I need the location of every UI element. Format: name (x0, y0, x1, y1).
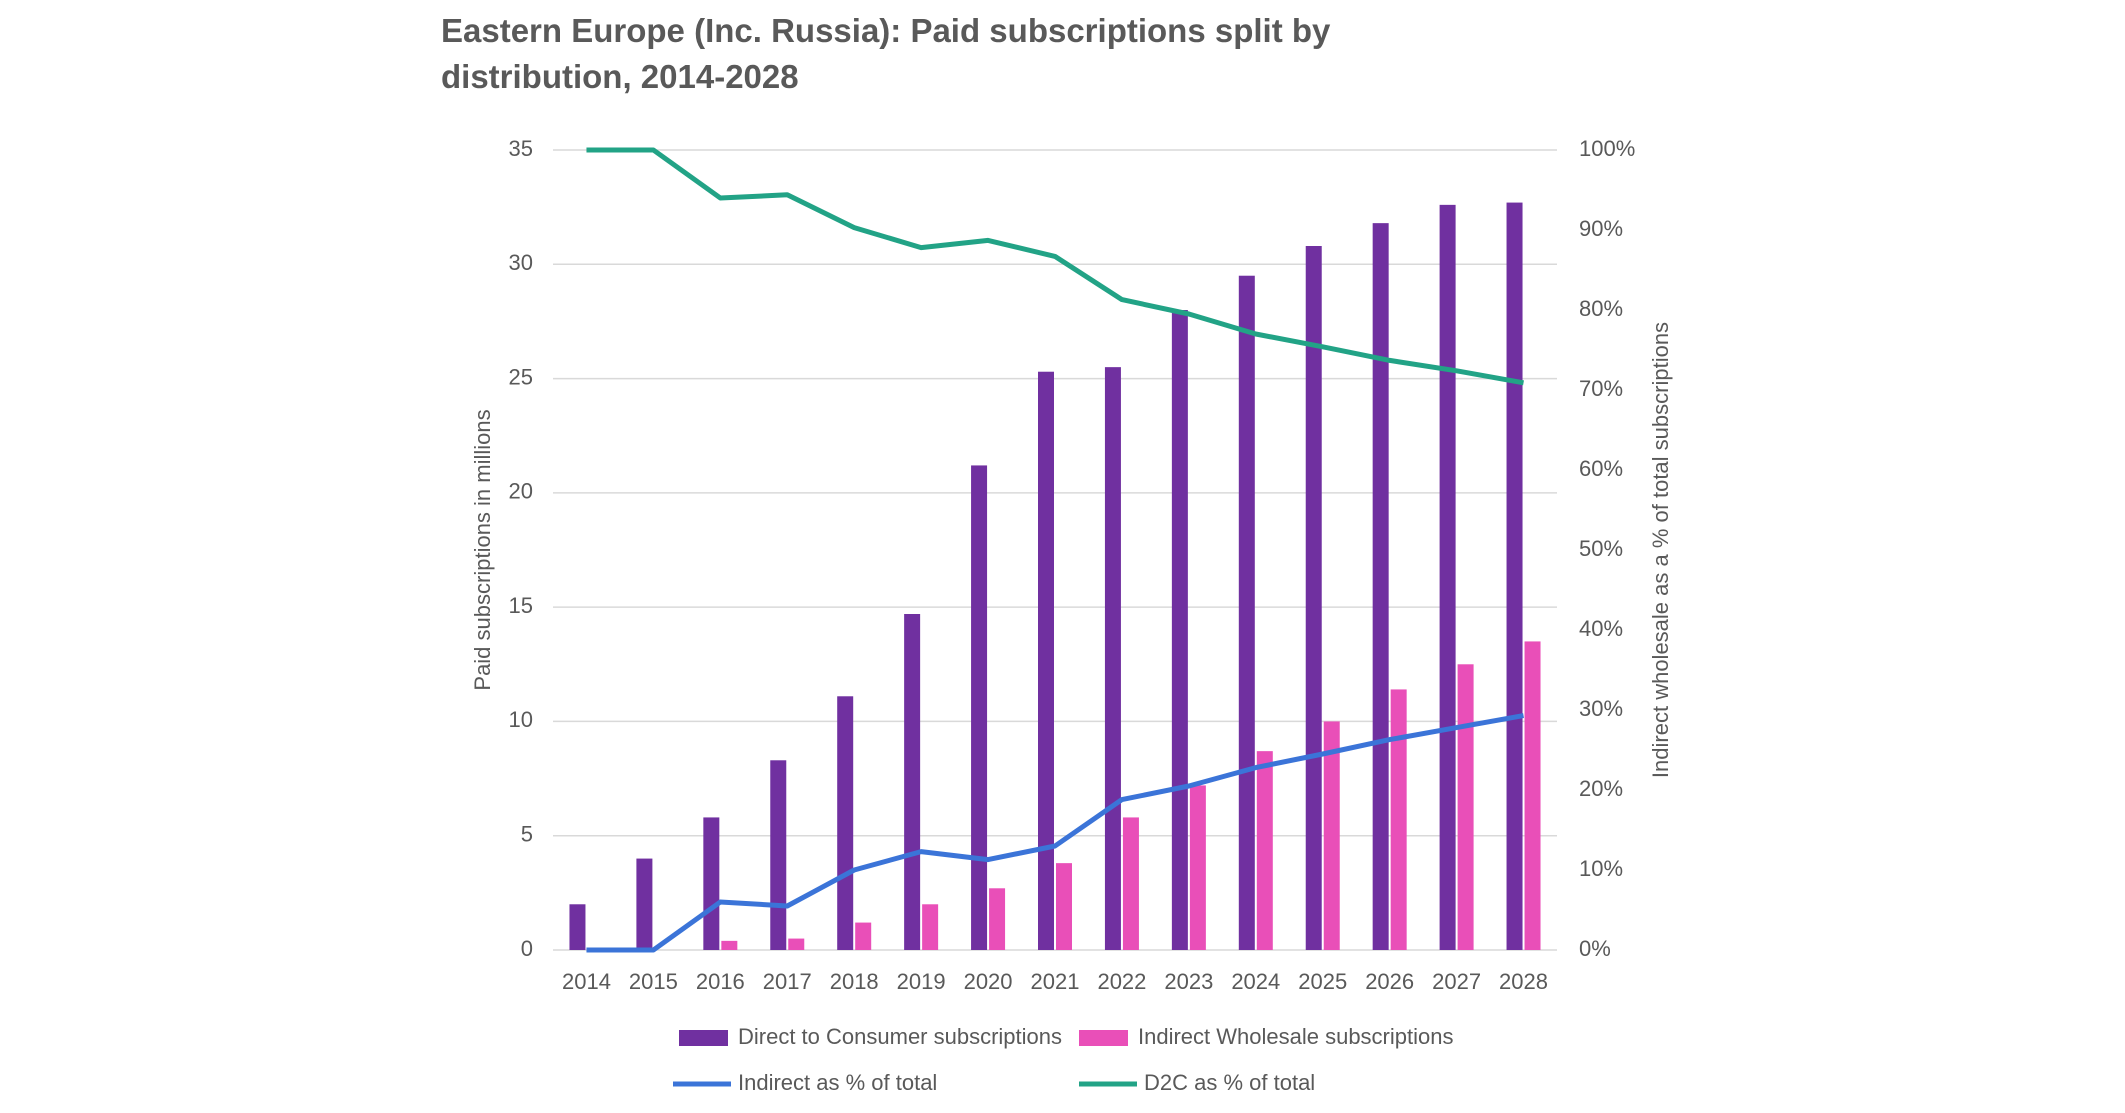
bar (1038, 371, 1054, 950)
bar (1323, 721, 1340, 950)
legend-label: Indirect as % of total (738, 1070, 937, 1095)
bar (1238, 275, 1255, 950)
x-tick-label: 2021 (1031, 969, 1080, 994)
y-tick-label: 20 (509, 479, 533, 504)
bar (922, 904, 939, 950)
y-tick-label: 15 (509, 593, 533, 618)
bar (1506, 202, 1523, 951)
bar (971, 465, 988, 950)
y2-tick-label: 90% (1579, 216, 1623, 241)
y2-tick-label: 100% (1579, 136, 1635, 161)
y2-tick-label: 40% (1579, 616, 1623, 641)
x-tick-label: 2024 (1231, 969, 1280, 994)
bar (1524, 641, 1541, 950)
legend-label: Direct to Consumer subscriptions (738, 1024, 1062, 1049)
x-tick-label: 2025 (1298, 969, 1347, 994)
bar (837, 696, 854, 950)
bar (1305, 246, 1322, 950)
bar (703, 817, 720, 950)
x-tick-label: 2017 (763, 969, 812, 994)
legend-swatch (679, 1030, 728, 1046)
bar (904, 614, 921, 950)
y2-tick-label: 50% (1579, 536, 1623, 561)
x-tick-label: 2019 (897, 969, 946, 994)
bar (1122, 817, 1139, 950)
bar (1372, 223, 1389, 951)
x-tick-label: 2020 (964, 969, 1013, 994)
y-tick-label: 25 (509, 364, 533, 389)
line (586, 147, 1524, 386)
y-tick-label: 5 (521, 822, 533, 847)
bar (1256, 751, 1273, 950)
y2-tick-label: 10% (1579, 856, 1623, 881)
y2-tick-label: 80% (1579, 296, 1623, 321)
bar (1171, 310, 1188, 950)
bar (1390, 689, 1407, 950)
y-tick-label: 35 (509, 136, 533, 161)
legend-label: D2C as % of total (1144, 1070, 1315, 1095)
x-tick-label: 2027 (1432, 969, 1481, 994)
chart-title: Eastern Europe (Inc. Russia): Paid subsc… (441, 12, 1331, 95)
x-tick-label: 2014 (562, 969, 611, 994)
bar (569, 904, 586, 950)
legend-swatch (1079, 1030, 1128, 1046)
legend-label: Indirect Wholesale subscriptions (1138, 1024, 1453, 1049)
bar (721, 940, 738, 950)
y-axis-title: Paid subscriptions in millions (470, 409, 495, 690)
x-tick-label: 2026 (1365, 969, 1414, 994)
y2-tick-label: 30% (1579, 696, 1623, 721)
x-tick-label: 2018 (830, 969, 879, 994)
y2-tick-label: 70% (1579, 376, 1623, 401)
x-tick-label: 2023 (1164, 969, 1213, 994)
y2-tick-label: 0% (1579, 936, 1611, 961)
y-tick-label: 10 (509, 707, 533, 732)
bar (1104, 367, 1121, 951)
x-tick-label: 2016 (696, 969, 745, 994)
y2-tick-label: 20% (1579, 776, 1623, 801)
line (586, 713, 1524, 953)
y-tick-label: 30 (509, 250, 533, 275)
bar (636, 858, 653, 950)
bar (1439, 204, 1456, 950)
x-tick-label: 2022 (1097, 969, 1146, 994)
y-tick-label: 0 (521, 936, 533, 961)
y2-tick-label: 60% (1579, 456, 1623, 481)
bar (989, 888, 1006, 950)
x-tick-label: 2015 (629, 969, 678, 994)
bar (855, 922, 872, 950)
x-tick-label: 2028 (1499, 969, 1548, 994)
bar (788, 938, 805, 950)
bar (1056, 863, 1072, 950)
bar (770, 760, 787, 950)
y2-axis-title: Indirect wholesale as a % of total subsc… (1648, 322, 1673, 778)
bar (1457, 664, 1474, 950)
bar (1189, 785, 1206, 950)
